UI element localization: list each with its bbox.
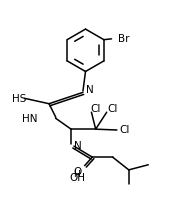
Text: HN: HN xyxy=(22,114,37,124)
Text: H: H xyxy=(73,170,80,179)
Text: OH: OH xyxy=(69,173,85,183)
Text: N: N xyxy=(86,86,94,95)
Text: Cl: Cl xyxy=(119,125,130,135)
Text: O: O xyxy=(74,167,82,177)
Text: Cl: Cl xyxy=(108,104,118,114)
Text: Cl: Cl xyxy=(91,104,101,114)
Text: Br: Br xyxy=(118,34,129,44)
Text: N: N xyxy=(74,141,82,151)
Text: HS: HS xyxy=(12,94,27,104)
